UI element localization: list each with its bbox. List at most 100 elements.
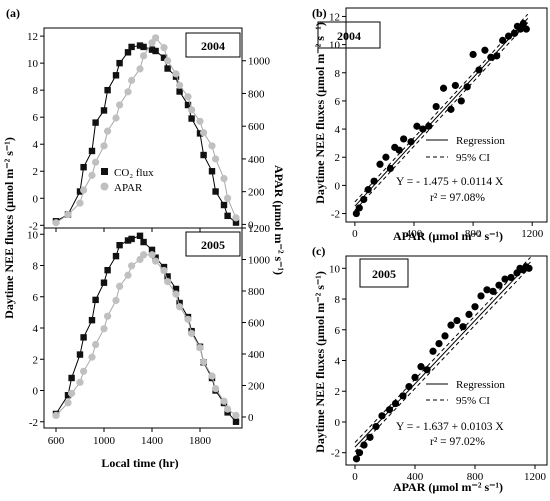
- co2-flux-point: [100, 279, 108, 286]
- co2-flux-point: [104, 266, 111, 274]
- data-point: [395, 146, 403, 154]
- r2-b: r² = 97.08%: [430, 192, 485, 204]
- y-tick-label: 12: [329, 11, 340, 23]
- co2-flux-point: [124, 49, 132, 56]
- y-tick-label-left: 12: [27, 31, 38, 43]
- y-tick-label: 10: [329, 263, 341, 275]
- apar-point: [112, 296, 120, 305]
- y-tick-label-right: 200: [248, 187, 265, 199]
- apar-point: [88, 171, 96, 179]
- apar-point: [212, 385, 220, 393]
- y-tick-label-left: -2: [29, 220, 38, 232]
- co2-flux-point: [164, 273, 171, 280]
- data-point: [477, 292, 485, 300]
- equation-c: Y = - 1.637 + 0.0103 X: [396, 421, 504, 433]
- apar-point: [64, 210, 72, 219]
- y-tick-label-right: 400: [248, 154, 265, 166]
- co2-flux-point: [176, 88, 183, 95]
- legend-label-regression-c: Regression: [456, 379, 505, 391]
- co2-flux-point: [208, 168, 216, 175]
- co2-flux-point: [136, 232, 144, 240]
- y-tick-label: 2: [335, 152, 341, 164]
- y-tick-label-left: 0: [33, 386, 39, 398]
- apar-point: [200, 358, 208, 366]
- apar-point: [224, 194, 232, 202]
- apar-point: [220, 397, 228, 405]
- apar-point: [104, 312, 112, 320]
- co2-series-line-a-2005: [55, 235, 237, 423]
- x-tick-label: 1400: [141, 435, 164, 447]
- apar-point: [88, 353, 96, 361]
- panel-b-ylabel: Daytime NEE fluxes (μmol m⁻² s⁻¹): [313, 22, 327, 204]
- apar-point: [52, 411, 60, 420]
- data-point: [463, 83, 471, 91]
- co2-flux-point: [160, 54, 168, 61]
- data-point: [382, 153, 390, 161]
- apar-point: [80, 186, 88, 194]
- y-tick-label-left: -2: [29, 417, 38, 429]
- data-point: [360, 441, 368, 449]
- year-label-b: 2004: [337, 29, 361, 43]
- data-point: [489, 287, 497, 295]
- x-tick-label: 1200: [524, 471, 547, 483]
- y-tick-label-right: 800: [248, 88, 265, 100]
- co2-flux-point: [172, 285, 180, 293]
- data-point: [413, 122, 421, 130]
- y-tick-label: 0: [335, 417, 341, 429]
- apar-point: [220, 174, 228, 183]
- apar-point: [176, 303, 184, 311]
- y-tick-label: 6: [335, 96, 341, 108]
- y-tick-label-left: 2: [33, 166, 39, 178]
- data-point: [432, 102, 440, 111]
- co2-flux-point: [112, 72, 120, 79]
- apar-point: [136, 65, 144, 73]
- apar-point: [100, 325, 108, 333]
- co2-flux-point: [196, 130, 204, 137]
- data-point: [441, 332, 449, 340]
- legend-marker-co2: [101, 168, 108, 175]
- apar-point: [104, 127, 112, 135]
- y-tick-label-left: 8: [33, 85, 39, 97]
- apar-point: [232, 411, 240, 420]
- apar-point: [128, 262, 136, 270]
- apar-point: [92, 340, 100, 349]
- co2-flux-point: [148, 246, 156, 254]
- data-point: [525, 264, 533, 272]
- data-point: [483, 286, 491, 294]
- data-point: [487, 53, 495, 61]
- apar-point: [196, 117, 204, 125]
- apar-point: [212, 155, 220, 163]
- apar-point: [152, 257, 160, 265]
- x-tick-label: 400: [406, 228, 423, 240]
- data-point: [510, 29, 519, 37]
- legend-marker-apar: [100, 182, 109, 191]
- data-point: [495, 281, 503, 289]
- legend-label-regression-b: Regression: [456, 135, 505, 147]
- legend-label-co2: CO₂ flux: [114, 167, 154, 179]
- y-tick-label-right: 1000: [248, 56, 271, 68]
- apar-point: [208, 142, 216, 150]
- data-point: [399, 392, 407, 400]
- plots-layer: -202468101202004006008001000-20246810020…: [27, 7, 548, 483]
- apar-point: [52, 219, 60, 227]
- y-tick-label: 8: [335, 294, 341, 306]
- apar-point: [124, 271, 132, 279]
- apar-point: [196, 344, 204, 352]
- apar-point: [76, 378, 84, 386]
- panel-label-a: (a): [6, 6, 20, 20]
- data-point: [493, 52, 501, 60]
- co2-flux-point: [164, 65, 171, 72]
- co2-flux-point: [212, 188, 219, 195]
- co2-flux-point: [128, 43, 135, 51]
- panel-c-ylabel: Daytime NEE fluxes (μmol m⁻² s⁻¹): [313, 271, 327, 453]
- apar-point: [172, 70, 180, 78]
- apar-point: [116, 282, 124, 290]
- panel-c-xlabel: APAR (μmol m⁻² s⁻¹): [393, 480, 503, 494]
- data-point: [465, 310, 473, 318]
- data-point: [376, 160, 384, 168]
- data-point: [423, 366, 431, 374]
- data-point: [366, 433, 374, 441]
- data-point: [451, 81, 459, 90]
- data-point: [447, 321, 455, 329]
- data-point: [355, 449, 364, 457]
